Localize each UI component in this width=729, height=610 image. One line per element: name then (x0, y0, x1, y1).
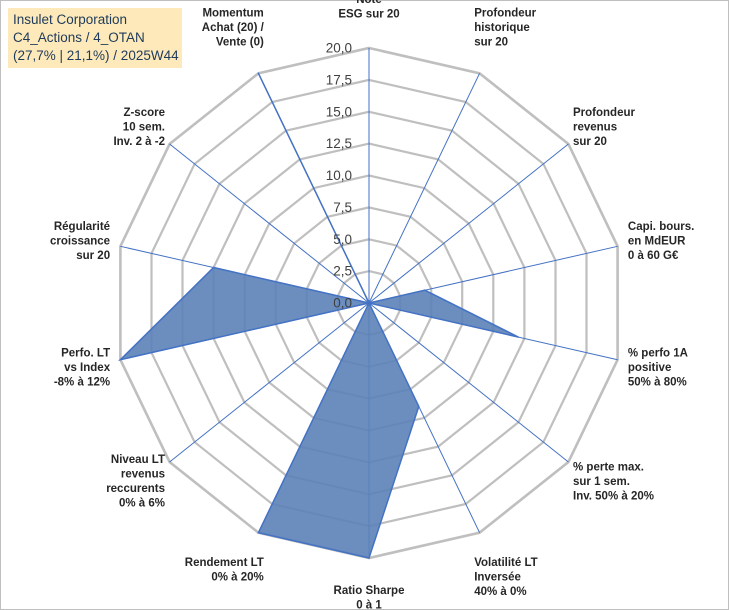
data-point-12 (368, 302, 370, 304)
axis-label-3-line-0: Capi. bours. (628, 221, 694, 233)
data-point-8 (257, 531, 260, 534)
axis-label-2-line-2: sur 20 (573, 136, 607, 148)
spoke-2 (368, 143, 569, 304)
axis-label-13-line-2: Vente (0) (216, 37, 264, 49)
axis-label-12: Z-score 10 sem. Inv. 2 à -2 (113, 107, 165, 148)
axis-label-5-line-1: sur 1 sem. (573, 476, 630, 488)
axis-label-10-line-0: Perfo. LT (61, 347, 110, 359)
tick-label-1: 2,5 (333, 264, 352, 279)
tick-label-6: 15,0 (326, 104, 352, 119)
data-point-13 (257, 72, 260, 75)
axis-label-1-line-2: sur 20 (474, 37, 508, 49)
axis-label-2: Profondeur revenus sur 20 (573, 107, 635, 148)
axis-label-12-line-1: 10 sem. (123, 122, 165, 134)
axis-label-1: Profondeur historique sur 20 (474, 8, 536, 49)
axis-label-1-line-0: Profondeur (474, 8, 536, 20)
axis-label-3-line-2: 0 à 60 G€ (628, 250, 679, 262)
spoke-12 (169, 143, 370, 304)
axis-label-7-line-0: Ratio Sharpe (334, 585, 405, 597)
axis-label-2-line-1: revenus (573, 122, 617, 134)
data-point-11 (212, 266, 215, 269)
axis-label-7: Ratio Sharpe 0 à 1 (334, 585, 405, 610)
axis-label-2-line-0: Profondeur (573, 107, 635, 119)
axis-label-12-line-0: Z-score (123, 107, 165, 119)
axis-label-8-line-0: Rendement LT (185, 557, 264, 569)
axis-label-0: Note ESG sur 20 (338, 0, 399, 21)
axis-label-9-line-1: revenus (121, 469, 165, 481)
axis-label-3: Capi. bours. en MdEUR 0 à 60 G€ (628, 221, 694, 262)
axis-label-6-line-2: 40% à 0% (474, 586, 526, 598)
spoke-1 (368, 73, 481, 304)
axis-label-6-line-0: Volatilité LT (474, 557, 537, 569)
axis-label-12-line-2: Inv. 2 à -2 (113, 136, 165, 148)
axis-label-4-line-2: 50% à 80% (628, 376, 687, 388)
axis-label-3-line-1: en MdEUR (628, 236, 686, 248)
chart-title-category: C4_Actions / 4_OTAN (13, 30, 145, 45)
axis-label-1-line-1: historique (474, 22, 530, 34)
axis-label-6-line-1: Inversée (474, 571, 521, 583)
data-point-10 (119, 358, 122, 361)
tick-label-0: 0,0 (333, 296, 352, 311)
axis-label-10-line-1: vs Index (64, 362, 111, 374)
chart-title-box: Insulet Corporation C4_Actions / 4_OTAN … (8, 8, 182, 68)
axis-label-8: Rendement LT 0% à 20% (185, 557, 264, 584)
axis-label-9-line-0: Niveau LT (111, 454, 165, 466)
axis-label-7-line-1: 0 à 1 (356, 600, 382, 610)
tick-label-7: 17,5 (326, 72, 352, 87)
data-point-6 (418, 405, 420, 408)
axis-label-9-line-2: reccurents (106, 483, 165, 495)
tick-label-8: 20,0 (326, 41, 352, 56)
data-point-3 (424, 289, 426, 292)
axis-label-13-line-0: Momentum (202, 8, 263, 20)
data-point-7 (368, 557, 370, 559)
data-point-4 (517, 336, 519, 338)
tick-label-2: 5,0 (333, 232, 352, 247)
axis-label-11-line-0: Régularité (54, 221, 110, 233)
axis-label-13-line-1: Achat (20) / (202, 22, 265, 34)
axis-label-5-line-0: % perte max. (573, 461, 644, 473)
axis-label-9: Niveau LT revenus reccurents 0% à 6% (106, 454, 165, 510)
axis-label-9-line-3: 0% à 6% (119, 498, 165, 510)
axis-label-6: Volatilité LT Inversée 40% à 0% (474, 557, 537, 598)
axis-label-8-line-1: 0% à 20% (211, 571, 263, 583)
axis-label-13: Momentum Achat (20) / Vente (0) (202, 8, 265, 49)
tick-label-4: 10,0 (326, 168, 352, 183)
tick-label-3: 7,5 (333, 200, 352, 215)
axis-label-11: Régularité croissance sur 20 (50, 221, 110, 262)
axis-label-4: % perfo 1A positive 50% à 80% (628, 347, 688, 388)
radar-tick-labels: 0,0 2,5 5,0 7,5 10,0 12,5 15,0 17,5 20,0 (326, 41, 352, 311)
axis-label-5-line-2: Inv. 50% à 20% (573, 490, 654, 502)
chart-title-stats: (27,7% | 21,1%) / 2025W44 (13, 48, 179, 63)
axis-label-0-line-0: Note (356, 0, 382, 6)
tick-label-5: 12,5 (326, 136, 352, 151)
axis-label-10: Perfo. LT vs Index -8% à 12% (54, 347, 111, 388)
axis-label-10-line-2: -8% à 12% (54, 376, 110, 388)
spoke-5 (368, 302, 569, 463)
axis-label-0-line-1: ESG sur 20 (338, 9, 399, 21)
axis-label-4-line-1: positive (628, 362, 671, 374)
spoke-9 (169, 302, 370, 463)
radar-series-area (118, 72, 519, 559)
axis-label-4-line-0: % perfo 1A (628, 347, 688, 359)
axis-label-5: % perte max. sur 1 sem. Inv. 50% à 20% (573, 461, 654, 502)
radar-axis-labels: Note ESG sur 20 Profondeur historique sur 20… (50, 0, 694, 610)
axis-label-11-line-1: croissance (50, 236, 110, 248)
chart-title-company: Insulet Corporation (13, 12, 128, 27)
axis-label-11-line-2: sur 20 (76, 250, 110, 262)
